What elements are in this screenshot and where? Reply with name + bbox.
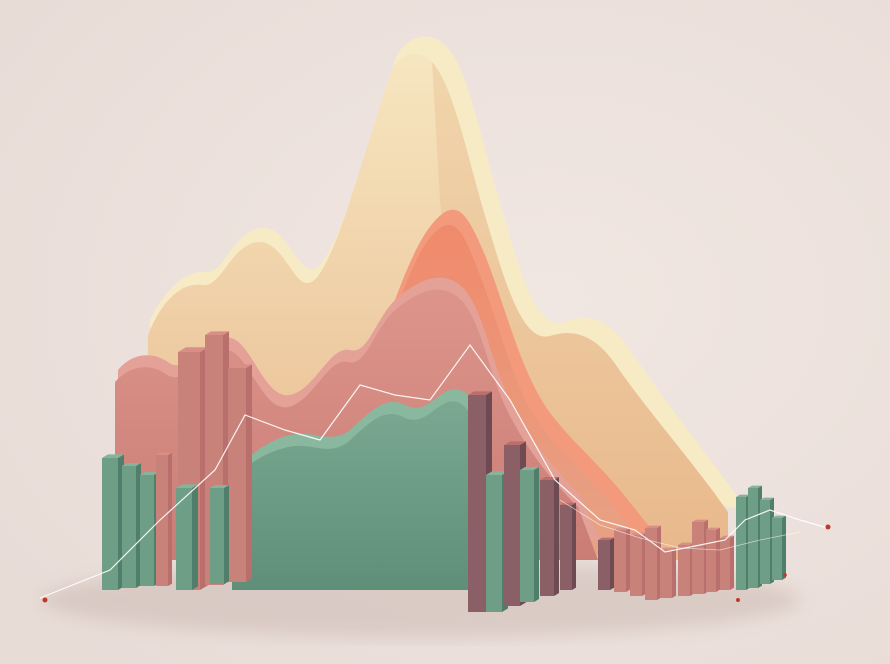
bar-side [572, 502, 576, 590]
bar-front [102, 458, 118, 590]
bar-top [760, 497, 774, 500]
bar-front [598, 540, 610, 590]
bar-top [140, 472, 159, 475]
bar-column [560, 502, 576, 590]
bar-top [736, 494, 750, 497]
bar-side [626, 527, 630, 592]
bar-front [630, 535, 642, 596]
bar-column [678, 542, 694, 596]
bar-front [748, 488, 758, 588]
bar-column [122, 463, 141, 588]
bar-column [540, 477, 559, 596]
bar-front [678, 545, 690, 596]
dot-mid [783, 573, 787, 577]
bar-side [246, 364, 252, 582]
bar-top [520, 467, 539, 470]
bar-top [692, 519, 708, 522]
bar-side [136, 463, 141, 588]
bar-front [540, 480, 554, 596]
bar-column [772, 515, 786, 580]
dot-left [42, 597, 48, 603]
bar-front [176, 488, 192, 590]
bar-front [520, 470, 534, 602]
bar-column [520, 467, 539, 602]
bar-columns [102, 331, 786, 612]
bar-front [614, 530, 626, 592]
dot-bottom [736, 598, 740, 602]
bar-front [210, 488, 224, 584]
bar-top [706, 527, 720, 530]
bar-top [102, 454, 124, 458]
bar-column [645, 525, 661, 600]
bar-front [660, 550, 672, 598]
bar-top [614, 527, 630, 530]
bar-front [504, 445, 520, 606]
bar-column [176, 484, 198, 590]
bar-top [486, 471, 508, 475]
bar-front [720, 538, 730, 590]
bar-top [504, 441, 526, 445]
bar-top [772, 515, 786, 518]
bar-top [228, 364, 252, 368]
green-layer-face [232, 401, 488, 590]
bar-front [140, 475, 154, 586]
bar-side [716, 527, 720, 592]
bar-top [176, 484, 198, 488]
bar-top [210, 485, 229, 488]
bar-side [610, 537, 614, 590]
bar-column [720, 535, 734, 590]
bar-column [706, 527, 720, 592]
bar-top [156, 452, 172, 455]
bar-top [660, 547, 676, 550]
bar-column [660, 547, 676, 598]
bar-front [156, 455, 168, 586]
bar-column [210, 485, 229, 584]
bar-top [598, 537, 614, 540]
bar-top [178, 347, 208, 352]
bar-top [645, 525, 661, 528]
bar-side [224, 485, 229, 584]
trend-line [39, 343, 829, 599]
bar-top [720, 535, 734, 538]
bar-front [760, 500, 770, 584]
bar-column [598, 537, 614, 590]
trend-line-secondary [559, 499, 801, 551]
bar-side [534, 467, 539, 602]
bar-top [560, 502, 576, 505]
bar-top [468, 391, 492, 395]
bar-front [645, 528, 657, 600]
bar-top [748, 485, 762, 488]
bar-side [782, 515, 786, 580]
bar-top [205, 331, 229, 335]
bar-front [486, 475, 502, 612]
bar-front [560, 505, 572, 590]
bar-column [102, 454, 124, 590]
bar-column [630, 532, 646, 596]
bar-front [228, 368, 246, 582]
dot-right [825, 524, 831, 530]
bar-top [678, 542, 694, 545]
bar-side [554, 477, 559, 596]
bar-side [730, 535, 734, 590]
bar-front [706, 530, 716, 592]
bar-column [614, 527, 630, 592]
bar-column [748, 485, 762, 588]
bar-front [736, 497, 746, 590]
bar-top [122, 463, 141, 466]
bar-front [692, 522, 704, 594]
bar-front [122, 466, 136, 588]
bar-front [468, 395, 486, 612]
bar-side [672, 547, 676, 598]
bar-side [168, 452, 172, 586]
bar-front [772, 518, 782, 580]
bar-side [192, 484, 198, 590]
bar-column [736, 494, 750, 590]
bar-column [692, 519, 708, 594]
bar-column [156, 452, 172, 586]
bar-column [228, 364, 252, 582]
